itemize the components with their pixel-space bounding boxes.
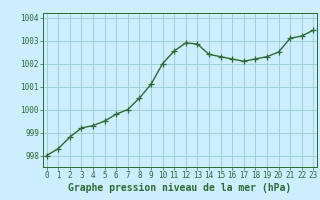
X-axis label: Graphe pression niveau de la mer (hPa): Graphe pression niveau de la mer (hPa)	[68, 183, 292, 193]
